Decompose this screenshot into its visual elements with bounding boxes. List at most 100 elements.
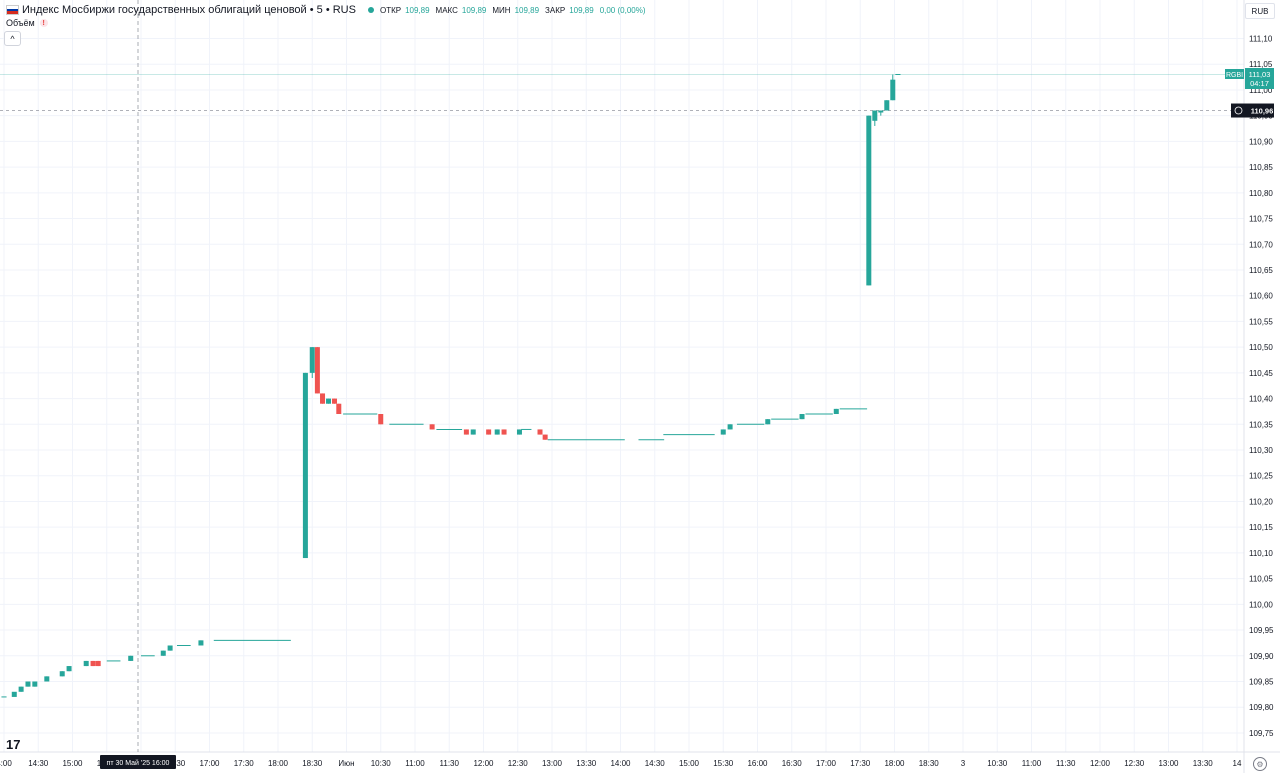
candle-body[interactable] — [59, 671, 65, 677]
candle-body[interactable] — [878, 110, 884, 113]
price-tick-label: 110,00 — [1249, 600, 1273, 609]
time-tick-label: 14:30 — [645, 759, 666, 768]
candle-body[interactable] — [95, 660, 101, 667]
candle-body[interactable] — [336, 403, 342, 415]
candle-body[interactable] — [128, 655, 134, 661]
russia-flag-icon — [6, 5, 19, 15]
chart-legend: Индекс Мосбиржи государственных облигаци… — [6, 3, 652, 17]
candle-body[interactable] — [884, 100, 890, 111]
low-value: 109,89 — [514, 5, 540, 15]
time-tick-label: 15:00 — [679, 759, 700, 768]
candle-body[interactable] — [542, 434, 548, 440]
candle-body[interactable] — [326, 398, 332, 404]
price-tick-label: 110,90 — [1249, 137, 1273, 146]
time-tick-label: 12:00 — [1090, 759, 1111, 768]
candle-body[interactable] — [501, 429, 507, 435]
candle-body[interactable] — [66, 666, 72, 672]
price-tick-label: 110,65 — [1249, 266, 1273, 275]
candle-body[interactable] — [378, 414, 384, 425]
price-tick-label: 109,90 — [1249, 652, 1274, 661]
volume-indicator[interactable]: Объём ! — [6, 18, 48, 28]
price-tick-label: 110,10 — [1249, 549, 1273, 558]
candle-body[interactable] — [720, 429, 726, 435]
candle-body[interactable] — [470, 429, 476, 435]
candle-body[interactable] — [872, 110, 878, 121]
candle-body[interactable] — [314, 347, 320, 394]
crosshair-price-tag-bg — [1231, 103, 1274, 118]
settings-gear-icon[interactable]: ⚙ — [1253, 757, 1267, 771]
candle-body[interactable] — [18, 686, 24, 692]
change-value: 0,00 (0,00%) — [599, 5, 646, 15]
candle-body[interactable] — [537, 429, 543, 435]
time-tick-label: 18:30 — [302, 759, 323, 768]
candle-body[interactable] — [494, 429, 500, 435]
time-tick-label: 11:00 — [1022, 759, 1042, 768]
crosshair-time-label: пт 30 Май '25 16:00 — [107, 759, 170, 767]
time-tick-label: 11:30 — [1056, 759, 1076, 768]
time-tick-label: 10:30 — [987, 759, 1008, 768]
candle-body[interactable] — [486, 429, 492, 435]
candle-body[interactable] — [429, 424, 435, 430]
time-tick-label: 13:00 — [1158, 759, 1179, 768]
candle-body[interactable] — [83, 660, 89, 667]
time-tick-label: 14 — [1233, 759, 1242, 768]
candle-body[interactable] — [198, 640, 204, 646]
add-alert-icon[interactable] — [1234, 106, 1243, 115]
time-tick-label: 17:00 — [199, 759, 220, 768]
time-tick-label: 17:30 — [850, 759, 871, 768]
price-tick-label: 110,30 — [1249, 446, 1273, 455]
price-tick-label: 110,35 — [1249, 420, 1273, 429]
symbol-tag-bg — [1225, 69, 1244, 79]
price-tick-label: 110,75 — [1249, 215, 1273, 224]
price-tick-label: 110,85 — [1249, 163, 1273, 172]
candle-body[interactable] — [309, 347, 315, 373]
candle-body[interactable] — [332, 398, 338, 404]
time-tick-label: 17:00 — [816, 759, 837, 768]
time-tick-label: 12:00 — [473, 759, 494, 768]
candle-body[interactable] — [727, 424, 733, 430]
candle-body[interactable] — [90, 660, 96, 667]
time-tick-label: 13:30 — [1193, 759, 1214, 768]
price-tick-label: 110,15 — [1249, 523, 1273, 532]
price-tick-label: 111,05 — [1249, 60, 1273, 69]
high-label: МАКС — [435, 5, 458, 15]
open-label: ОТКР — [379, 5, 402, 15]
candle-body[interactable] — [167, 645, 173, 651]
candle-body[interactable] — [799, 414, 805, 420]
price-tick-label: 110,05 — [1249, 575, 1273, 584]
time-tick-label: 14:30 — [28, 759, 49, 768]
candle-body[interactable] — [302, 372, 308, 559]
time-tick-label: 18:30 — [919, 759, 940, 768]
candle-body[interactable] — [890, 79, 896, 101]
price-tick-label: 110,45 — [1249, 369, 1273, 378]
candle-body[interactable] — [765, 419, 771, 425]
candle-body[interactable] — [11, 691, 17, 697]
time-tick-label: 4:00 — [0, 759, 12, 768]
candle-body[interactable] — [25, 681, 31, 687]
symbol-title[interactable]: Индекс Мосбиржи государственных облигаци… — [22, 4, 356, 16]
volume-label: Объём — [6, 18, 35, 28]
crosshair-time-label-bg — [100, 755, 176, 769]
candle-body[interactable] — [516, 429, 522, 435]
candle-body[interactable] — [320, 393, 326, 404]
candle-body[interactable] — [44, 676, 50, 682]
candle-body[interactable] — [463, 429, 469, 435]
price-tick-label: 109,75 — [1249, 729, 1274, 738]
candle-timer: 04:17 — [1250, 79, 1269, 88]
currency-button[interactable]: RUB — [1245, 3, 1275, 19]
time-tick-label: 11:30 — [440, 759, 460, 768]
time-tick-label: 11:00 — [405, 759, 425, 768]
tradingview-logo-icon[interactable]: 17 — [6, 737, 21, 752]
warning-icon[interactable]: ! — [39, 19, 48, 27]
candle-body[interactable] — [833, 408, 839, 415]
collapse-legend-button[interactable]: ^ — [4, 31, 21, 46]
candle-body[interactable] — [866, 115, 872, 286]
candle-body[interactable] — [32, 681, 38, 687]
time-tick-label: 16:00 — [747, 759, 768, 768]
time-tick-label: 15:30 — [713, 759, 734, 768]
price-tick-label: 111,10 — [1249, 35, 1273, 44]
candle-body[interactable] — [160, 650, 166, 656]
crosshair-price-value: 110,96 — [1251, 107, 1274, 116]
time-tick-label: 12:30 — [508, 759, 529, 768]
